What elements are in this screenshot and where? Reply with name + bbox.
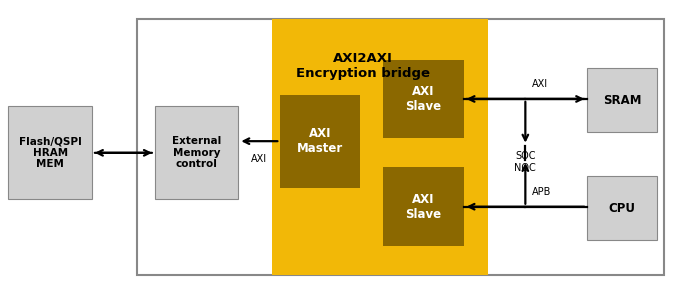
- FancyBboxPatch shape: [280, 95, 360, 188]
- Text: External
Memory
control: External Memory control: [172, 136, 221, 169]
- Text: AXI: AXI: [251, 154, 267, 164]
- Text: AXI
Master: AXI Master: [298, 127, 344, 155]
- FancyBboxPatch shape: [272, 19, 488, 275]
- FancyBboxPatch shape: [8, 106, 92, 199]
- Text: APB: APB: [532, 186, 552, 196]
- Text: AXI
Slave: AXI Slave: [405, 85, 442, 113]
- Text: SOC
NOC: SOC NOC: [514, 151, 536, 173]
- Text: CPU: CPU: [608, 202, 636, 215]
- Text: AXI
Slave: AXI Slave: [405, 193, 442, 221]
- Text: AXI: AXI: [532, 79, 548, 89]
- Text: SRAM: SRAM: [603, 94, 641, 107]
- FancyBboxPatch shape: [384, 60, 463, 138]
- Text: AXI2AXI
Encryption bridge: AXI2AXI Encryption bridge: [295, 52, 430, 80]
- FancyBboxPatch shape: [587, 69, 657, 132]
- FancyBboxPatch shape: [137, 19, 664, 275]
- FancyBboxPatch shape: [384, 167, 463, 246]
- Text: Flash/QSPI
HRAM
MEM: Flash/QSPI HRAM MEM: [19, 136, 82, 169]
- FancyBboxPatch shape: [155, 106, 239, 199]
- FancyBboxPatch shape: [587, 176, 657, 240]
